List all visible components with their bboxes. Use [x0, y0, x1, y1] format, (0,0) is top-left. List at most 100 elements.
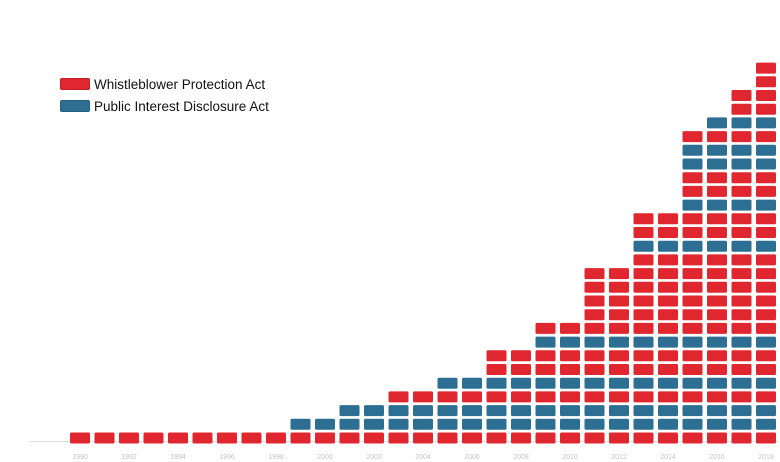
- tile-wpa-2013-row5: [633, 364, 654, 375]
- tile-pida-2009-row2: [535, 405, 556, 417]
- tile-pida-2003-row1: [388, 418, 409, 430]
- tile-pida-2007-row1: [486, 418, 507, 430]
- tile-wpa-2013-row10: [633, 295, 654, 307]
- tile-wpa-2013-row16: [633, 213, 654, 225]
- tile-wpa-2009-row0: [535, 432, 556, 444]
- tile-pida-2014-row14: [658, 240, 678, 252]
- x-tick-label: 1998: [268, 454, 284, 461]
- tile-wpa-2016-row11: [707, 281, 727, 293]
- tile-wpa-2007-row6: [486, 350, 507, 362]
- tile-wpa-2014-row6: [658, 350, 678, 362]
- tile-wpa-2015-row16: [682, 213, 703, 225]
- tile-wpa-2012-row6: [609, 350, 629, 362]
- tile-wpa-1993-row0: [143, 432, 164, 444]
- tile-wpa-2016-row16: [707, 213, 727, 225]
- tile-wpa-2018-row16: [756, 213, 776, 225]
- tile-pida-2012-row2: [609, 405, 629, 417]
- legend-swatch-wpa: [60, 78, 90, 90]
- tile-pida-2005-row4: [437, 377, 458, 389]
- tile-pida-2009-row7: [535, 336, 556, 348]
- x-tick-label: 2012: [611, 454, 627, 461]
- tile-wpa-2014-row15: [658, 227, 678, 238]
- tile-pida-2001-row1: [339, 418, 360, 430]
- tile-wpa-2011-row11: [584, 281, 605, 293]
- tile-pida-2011-row7: [584, 336, 605, 348]
- tile-pida-2003-row2: [388, 405, 409, 417]
- tile-wpa-2013-row15: [633, 227, 654, 238]
- tile-wpa-2015-row19: [682, 172, 703, 184]
- tile-wpa-2012-row0: [609, 432, 629, 444]
- tile-pida-2016-row21: [707, 144, 727, 156]
- tile-wpa-2010-row3: [560, 391, 580, 403]
- tile-wpa-1997-row0: [241, 432, 262, 444]
- tile-pida-2017-row2: [731, 405, 752, 417]
- tile-wpa-2014-row3: [658, 391, 678, 403]
- tile-wpa-2016-row18: [707, 185, 727, 197]
- tile-wpa-2009-row8: [535, 322, 556, 334]
- tile-wpa-2017-row15: [731, 227, 752, 238]
- tile-wpa-2013-row9: [633, 309, 654, 321]
- tile-pida-2012-row1: [609, 418, 629, 430]
- tile-pida-2016-row17: [707, 199, 727, 211]
- tile-wpa-2012-row5: [609, 364, 629, 375]
- tile-pida-2015-row17: [682, 199, 703, 211]
- tile-wpa-2005-row3: [437, 391, 458, 403]
- tile-wpa-2018-row12: [756, 268, 776, 280]
- tile-wpa-2004-row3: [413, 391, 433, 403]
- tile-pida-2007-row4: [486, 377, 507, 389]
- tile-wpa-2016-row10: [707, 295, 727, 307]
- tile-wpa-2015-row12: [682, 268, 703, 280]
- tile-wpa-2017-row6: [731, 350, 752, 362]
- tile-wpa-2014-row8: [658, 322, 678, 334]
- tile-wpa-2013-row12: [633, 268, 654, 280]
- tile-wpa-2018-row27: [756, 62, 776, 74]
- x-tick-label: 2016: [709, 454, 725, 461]
- tile-wpa-2003-row3: [388, 391, 409, 403]
- tile-wpa-2007-row5: [486, 364, 507, 375]
- tile-wpa-2014-row11: [658, 281, 678, 293]
- tile-pida-2018-row7: [756, 336, 776, 348]
- x-tick-label: 1996: [219, 454, 235, 461]
- tile-wpa-2016-row3: [707, 391, 727, 403]
- tile-pida-2017-row4: [731, 377, 752, 389]
- tile-wpa-2012-row12: [609, 268, 629, 280]
- tile-pida-2013-row7: [633, 336, 654, 348]
- legend: Whistleblower Protection Act Public Inte…: [60, 75, 269, 119]
- tile-wpa-2016-row19: [707, 172, 727, 184]
- tile-pida-2004-row1: [413, 418, 433, 430]
- tile-wpa-2013-row13: [633, 254, 654, 266]
- tile-pida-2017-row23: [731, 117, 752, 129]
- tile-pida-2001-row2: [339, 405, 360, 417]
- tile-pida-2008-row1: [511, 418, 531, 430]
- tile-wpa-2015-row8: [682, 322, 703, 334]
- tile-pida-2017-row20: [731, 158, 752, 170]
- tile-wpa-2016-row13: [707, 254, 727, 266]
- tile-wpa-1991-row0: [94, 432, 115, 444]
- tile-wpa-2018-row13: [756, 254, 776, 266]
- tile-pida-2002-row1: [364, 418, 384, 430]
- tile-wpa-2014-row10: [658, 295, 678, 307]
- tile-pida-2016-row23: [707, 117, 727, 129]
- tile-wpa-2016-row22: [707, 131, 727, 143]
- tile-wpa-2015-row13: [682, 254, 703, 266]
- tile-wpa-2017-row11: [731, 281, 752, 293]
- tile-pida-2011-row1: [584, 418, 605, 430]
- legend-item-pida: Public Interest Disclosure Act: [60, 97, 269, 115]
- tile-wpa-2016-row9: [707, 309, 727, 321]
- tile-pida-2004-row2: [413, 405, 433, 417]
- tile-pida-2006-row4: [462, 377, 482, 389]
- tile-wpa-2011-row5: [584, 364, 605, 375]
- tile-wpa-2018-row0: [756, 432, 776, 444]
- tile-wpa-2017-row13: [731, 254, 752, 266]
- tile-wpa-2017-row18: [731, 185, 752, 197]
- tile-wpa-2015-row3: [682, 391, 703, 403]
- tile-wpa-2009-row3: [535, 391, 556, 403]
- tile-wpa-2015-row9: [682, 309, 703, 321]
- tile-pida-2000-row1: [315, 418, 335, 430]
- tile-pida-2010-row2: [560, 405, 580, 417]
- tile-wpa-2015-row10: [682, 295, 703, 307]
- x-tick-label: 1990: [72, 454, 88, 461]
- tile-wpa-2016-row5: [707, 364, 727, 375]
- tile-pida-2018-row21: [756, 144, 776, 156]
